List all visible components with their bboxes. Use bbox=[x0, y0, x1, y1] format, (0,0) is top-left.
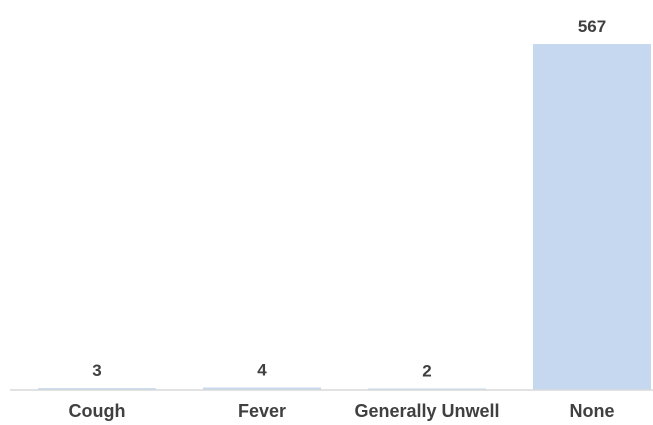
x-tick-label-generally-unwell: Generally Unwell bbox=[354, 401, 499, 421]
bars-layer bbox=[38, 44, 651, 390]
x-tick-label-fever: Fever bbox=[238, 401, 286, 421]
data-label-generally-unwell: 2 bbox=[422, 362, 431, 381]
x-axis-tick-labels: Cough Fever Generally Unwell None bbox=[69, 401, 615, 421]
bar-fever bbox=[203, 387, 321, 390]
bar-none bbox=[533, 44, 651, 390]
data-label-cough: 3 bbox=[92, 361, 101, 380]
x-tick-label-none: None bbox=[570, 401, 615, 421]
bar-cough bbox=[38, 388, 156, 390]
data-label-fever: 4 bbox=[257, 361, 267, 380]
data-labels-layer: 3 4 2 567 bbox=[92, 17, 606, 381]
data-label-none: 567 bbox=[578, 17, 606, 36]
x-tick-label-cough: Cough bbox=[69, 401, 126, 421]
